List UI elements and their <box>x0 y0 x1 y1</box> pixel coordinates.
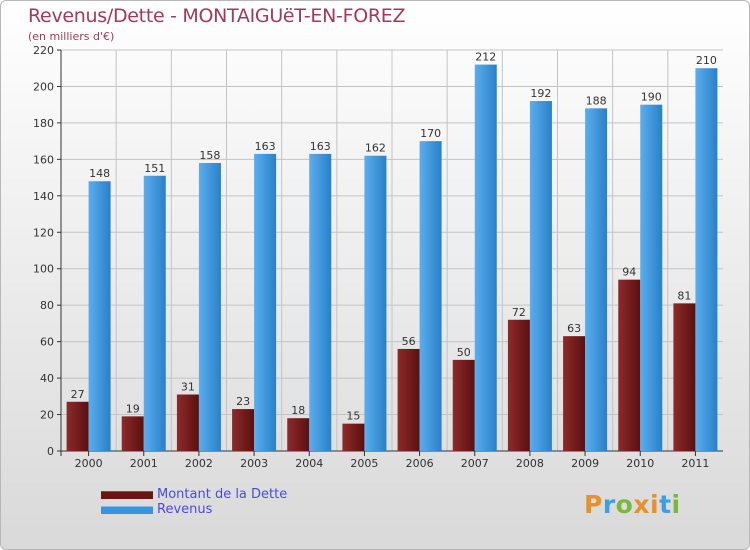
data-label-dette: 31 <box>181 380 195 393</box>
data-label-revenus: 192 <box>530 87 551 100</box>
data-label-revenus: 210 <box>696 54 717 67</box>
logo-letter: t <box>659 490 672 519</box>
y-tick-label: 200 <box>33 80 54 93</box>
bar-revenus <box>419 141 442 452</box>
data-label-dette: 56 <box>402 335 416 348</box>
data-label-dette: 18 <box>291 404 305 417</box>
data-label-revenus: 163 <box>310 140 331 153</box>
legend-item-dette: Montant de la Dette <box>101 487 287 502</box>
bar-revenus <box>364 155 387 451</box>
logo-letter: x <box>633 490 650 519</box>
data-label-revenus: 162 <box>365 142 386 155</box>
legend-item-revenus: Revenus <box>101 502 287 517</box>
x-tick-label: 2006 <box>406 457 434 470</box>
logo-letter: o <box>615 490 634 519</box>
x-tick-label: 2007 <box>461 457 489 470</box>
bar-revenus <box>585 108 608 451</box>
data-label-dette: 23 <box>236 395 250 408</box>
data-label-dette: 72 <box>512 306 526 319</box>
bar-dette <box>673 303 696 451</box>
logo-letter: P <box>584 490 603 519</box>
y-tick-label: 140 <box>33 190 54 203</box>
data-label-dette: 94 <box>622 266 636 279</box>
bars <box>66 64 718 452</box>
legend: Montant de la Dette Revenus <box>101 487 287 517</box>
y-tick-label: 120 <box>33 226 54 239</box>
bar-dette <box>563 336 586 451</box>
bar-revenus <box>309 153 332 452</box>
data-label-revenus: 212 <box>475 51 496 64</box>
y-tick-label: 80 <box>40 299 54 312</box>
bar-revenus <box>254 153 277 452</box>
legend-swatch-revenus <box>101 505 153 514</box>
y-tick-label: 100 <box>33 263 54 276</box>
legend-label-revenus: Revenus <box>157 502 213 517</box>
x-tick-label: 2005 <box>350 457 378 470</box>
x-tick-label: 2002 <box>185 457 213 470</box>
data-label-dette: 63 <box>567 322 581 335</box>
y-tick-label: 60 <box>40 336 54 349</box>
data-label-revenus: 188 <box>586 94 607 107</box>
bar-dette <box>452 359 475 451</box>
data-label-dette: 19 <box>126 402 140 415</box>
bar-dette <box>232 409 255 451</box>
data-label-revenus: 148 <box>89 167 110 180</box>
logo-letter: i <box>650 490 660 519</box>
bar-revenus <box>695 68 718 452</box>
legend-label-dette: Montant de la Dette <box>157 487 288 502</box>
logo-letter: i <box>671 490 681 519</box>
bar-dette <box>397 348 420 451</box>
data-label-dette: 50 <box>457 346 471 359</box>
labels: 0 20 40 60 80 100 120 140 160 180 200 220 2000 27 148 2… <box>33 44 717 470</box>
bar-dette <box>66 401 89 451</box>
data-label-dette: 15 <box>346 410 360 423</box>
axes <box>57 49 723 456</box>
bar-dette <box>287 418 310 451</box>
bar-revenus <box>474 64 497 451</box>
x-tick-label: 2001 <box>130 457 158 470</box>
x-tick-label: 2003 <box>240 457 268 470</box>
data-label-revenus: 163 <box>255 140 276 153</box>
bar-dette <box>618 279 641 451</box>
bar-dette <box>176 394 199 451</box>
chart-subtitle: (en milliers d'€) <box>28 30 115 43</box>
data-label-dette: 81 <box>677 289 691 302</box>
x-tick-label: 2010 <box>626 457 654 470</box>
bar-revenus <box>88 181 111 451</box>
bar-dette <box>342 423 365 451</box>
x-tick-label: 2009 <box>571 457 599 470</box>
bar-dette <box>121 416 144 451</box>
y-tick-label: 40 <box>40 372 54 385</box>
data-label-revenus: 170 <box>420 127 441 140</box>
x-tick-label: 2011 <box>681 457 709 470</box>
legend-swatch-dette <box>101 490 153 499</box>
bar-revenus <box>640 104 663 451</box>
bar-dette <box>507 319 530 451</box>
data-label-dette: 27 <box>71 388 85 401</box>
proxiti-logo: Proxiti <box>584 490 681 519</box>
bar-revenus <box>529 101 552 451</box>
y-tick-label: 220 <box>33 44 54 57</box>
data-label-revenus: 151 <box>144 162 165 175</box>
y-tick-label: 160 <box>33 153 54 166</box>
chart-title: Revenus/Dette - MONTAIGUëT-EN-FOREZ <box>28 5 406 27</box>
x-tick-label: 2004 <box>295 457 323 470</box>
bar-revenus <box>143 175 166 451</box>
bar-revenus <box>198 163 221 451</box>
gridlines <box>61 49 723 451</box>
y-tick-label: 0 <box>47 445 54 458</box>
data-label-revenus: 158 <box>199 149 220 162</box>
data-label-revenus: 190 <box>641 91 662 104</box>
x-tick-label: 2008 <box>516 457 544 470</box>
x-tick-label: 2000 <box>75 457 103 470</box>
y-tick-label: 20 <box>40 409 54 422</box>
logo-letter: r <box>602 490 616 519</box>
y-tick-label: 180 <box>33 117 54 130</box>
